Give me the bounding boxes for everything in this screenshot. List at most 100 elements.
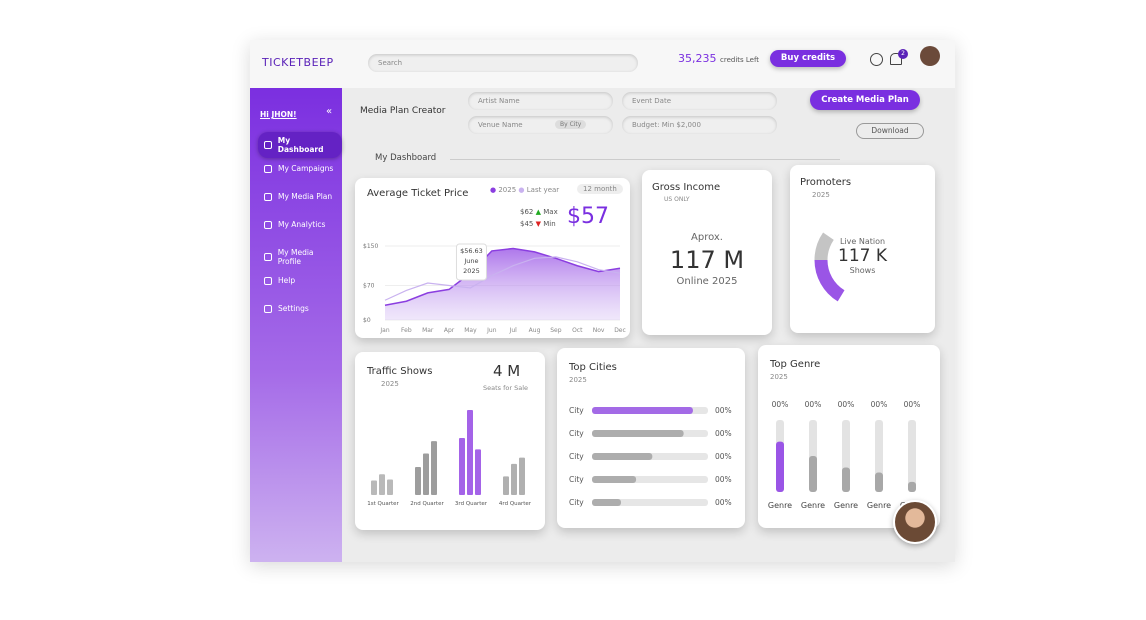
by-city[interactable]: By City bbox=[555, 120, 587, 129]
card-title: Average Ticket Price bbox=[367, 188, 469, 199]
x-tick-label: Nov bbox=[593, 327, 605, 334]
genre-card: Top Genre 2025 00% Genre 00% Genre 00% Genre 0… bbox=[758, 345, 940, 528]
avatar[interactable] bbox=[920, 46, 940, 66]
venue-field[interactable]: Venue Name bbox=[468, 116, 613, 134]
x-tick-label: Jul bbox=[509, 327, 518, 334]
bar bbox=[371, 480, 377, 495]
x-tick-label: Mar bbox=[422, 327, 434, 334]
genre-label: 00% bbox=[805, 400, 822, 409]
promoter-name: Live Nation bbox=[839, 237, 886, 246]
city-name: City bbox=[569, 406, 584, 415]
genre-name: Genre bbox=[867, 501, 891, 510]
legend-item: Last year bbox=[526, 186, 560, 194]
bar bbox=[592, 476, 637, 483]
x-tick-label: Apr bbox=[444, 327, 455, 334]
nav-label: My Media Plan bbox=[278, 192, 333, 201]
max-value: $62 bbox=[520, 208, 534, 216]
genre-label: 00% bbox=[871, 400, 888, 409]
card-title: Traffic Shows bbox=[367, 366, 433, 377]
bar bbox=[415, 467, 421, 495]
bar bbox=[908, 481, 916, 492]
bar bbox=[875, 472, 883, 492]
ticket-price-card: Average Ticket Price ● 2025 ● Last year … bbox=[355, 178, 630, 338]
nav-item[interactable]: My Dashboard bbox=[258, 132, 342, 158]
nav-icon bbox=[264, 276, 272, 285]
card-year: 2025 bbox=[770, 373, 788, 381]
traffic-note: Seats for Sale bbox=[483, 384, 529, 392]
city-label: 00% bbox=[715, 429, 732, 438]
max: $62 ▲ Max bbox=[520, 208, 558, 216]
theme-toggle[interactable] bbox=[870, 53, 883, 66]
bar bbox=[842, 467, 850, 492]
nav-item[interactable]: My Media Profile bbox=[258, 244, 342, 270]
promoters-card: Promoters 2025 Live Nation 117 K Shows bbox=[790, 165, 935, 333]
date-field[interactable]: Event Date bbox=[622, 92, 777, 110]
x-tick-label: Jun bbox=[486, 327, 497, 334]
bar bbox=[592, 499, 621, 506]
credits-value: 35,235 bbox=[678, 52, 717, 65]
donut-chart bbox=[814, 211, 912, 309]
nav-label: Help bbox=[278, 276, 296, 285]
x-tick-label: May bbox=[464, 327, 477, 334]
nav-icon bbox=[264, 192, 272, 201]
quarter-label: 1st Quarter bbox=[367, 501, 399, 507]
city-name: City bbox=[569, 429, 584, 438]
donut-center: Live Nation 117 K Shows bbox=[790, 237, 935, 275]
bar-chart: 1st Quarter 2nd Quarter 3rd Quarter 4rd Qua… bbox=[367, 410, 532, 507]
search[interactable]: Search bbox=[368, 54, 638, 72]
nav-item[interactable]: My Campaigns bbox=[258, 160, 339, 177]
credits-label: credits Left bbox=[720, 56, 760, 64]
section-title: My Dashboard bbox=[375, 153, 437, 163]
min-label: Min bbox=[543, 220, 556, 228]
nav-icon bbox=[264, 141, 272, 149]
create-media-plan[interactable]: Create Media Plan bbox=[810, 90, 920, 110]
tooltip-text: 2025 bbox=[463, 267, 480, 275]
bar bbox=[776, 441, 784, 492]
quarter-label: 2nd Quarter bbox=[410, 501, 444, 507]
bell[interactable] bbox=[890, 53, 902, 65]
cities-card: Top Cities 2025 City 00% City 00% City 00% Cit… bbox=[557, 348, 745, 528]
promoter-value: 117 K bbox=[838, 246, 887, 266]
tooltip-text: $56.63 bbox=[460, 247, 483, 255]
bar bbox=[503, 476, 509, 495]
x-tick-label: Jan bbox=[379, 327, 389, 334]
greeting: Hi JHON! bbox=[260, 110, 297, 119]
bar bbox=[511, 463, 517, 495]
min: $45 ▼ Min bbox=[520, 220, 556, 228]
buy-credits[interactable]: Buy credits bbox=[770, 50, 846, 67]
sidebar: Hi JHON! « My Dashboard My Campaigns My Me… bbox=[250, 88, 342, 562]
min-value: $45 bbox=[520, 220, 534, 228]
artist-field[interactable]: Artist Name bbox=[468, 92, 613, 110]
nav-icon bbox=[264, 253, 272, 261]
genre-name: Genre bbox=[768, 501, 792, 510]
nav-item[interactable]: My Analytics bbox=[258, 216, 331, 233]
track bbox=[908, 420, 916, 492]
bar bbox=[592, 430, 684, 437]
media-plan-title: Media Plan Creator bbox=[360, 106, 446, 116]
bar bbox=[387, 479, 393, 495]
bar bbox=[519, 457, 525, 495]
nav-label: Settings bbox=[278, 304, 309, 313]
tooltip-text: June bbox=[463, 257, 478, 265]
bar bbox=[809, 456, 817, 492]
bar bbox=[379, 474, 385, 495]
download[interactable]: Download bbox=[856, 123, 924, 139]
nav-item[interactable]: Settings bbox=[258, 300, 315, 317]
income-note: Online 2025 bbox=[676, 276, 738, 287]
support-avatar[interactable] bbox=[893, 500, 937, 544]
card-subtitle: US ONLY bbox=[664, 196, 690, 203]
budget-field[interactable]: Budget: Min $2,000 bbox=[622, 116, 777, 134]
card-title: Promoters bbox=[800, 177, 852, 188]
genre-name: Genre bbox=[801, 501, 825, 510]
nav-item[interactable]: Help bbox=[258, 272, 301, 289]
bar bbox=[431, 441, 437, 495]
legend: ● 2025 ● Last year bbox=[490, 186, 560, 194]
notification-count: 2 bbox=[898, 49, 908, 59]
card-title: Top Cities bbox=[569, 362, 617, 373]
tooltip-box bbox=[455, 243, 487, 281]
collapse[interactable]: « bbox=[326, 106, 333, 117]
period[interactable]: 12 month bbox=[577, 184, 623, 194]
nav-item[interactable]: My Media Plan bbox=[258, 188, 338, 205]
bar bbox=[592, 407, 693, 414]
